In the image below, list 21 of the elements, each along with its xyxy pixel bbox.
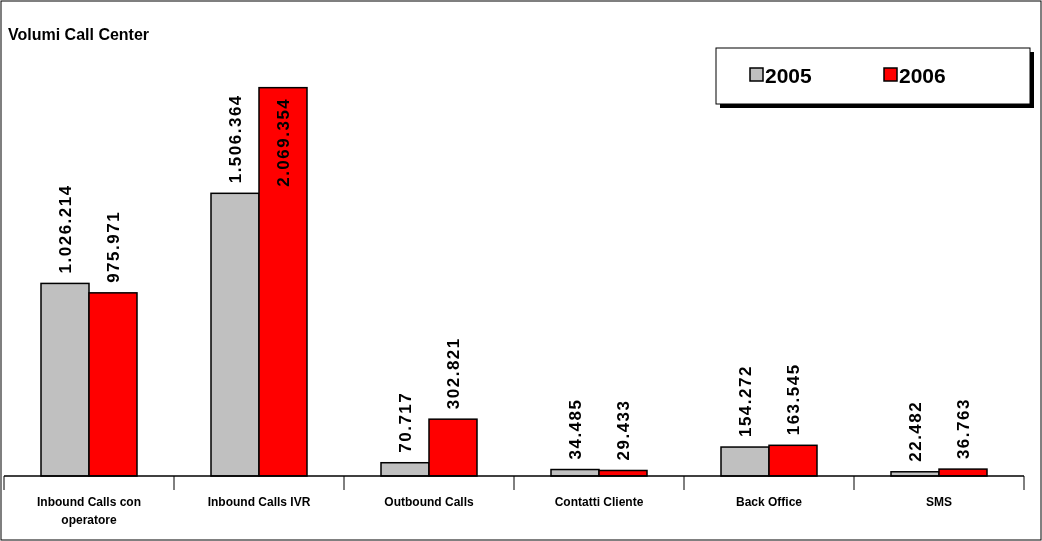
data-label: 2.069.354 [274,97,293,187]
data-label: 302.821 [444,337,463,410]
data-label: 1.026.214 [56,184,75,274]
data-label: 22.482 [906,400,925,462]
chart-title: Volumi Call Center [8,26,150,43]
legend-label: 2006 [899,64,946,87]
data-label: 1.506.364 [226,94,245,184]
data-label: 36.763 [954,398,973,460]
x-tick-label: Inbound Calls con operatore [37,495,141,527]
x-tick-label: Back Office [735,495,803,509]
data-label: 70.717 [396,391,415,453]
x-tick-label: Outbound Calls [384,495,474,509]
x-tick-label: Contatti Cliente [554,495,644,509]
data-label: 34.485 [566,398,585,460]
x-tick-label: SMS [925,495,953,509]
data-label: 163.545 [784,363,803,436]
data-label: 975.971 [104,210,123,283]
data-label: 154.272 [736,365,755,438]
legend-label: 2005 [765,64,813,87]
data-label: 29.433 [614,399,633,461]
x-tick-label: Inbound Calls IVR [207,495,311,509]
